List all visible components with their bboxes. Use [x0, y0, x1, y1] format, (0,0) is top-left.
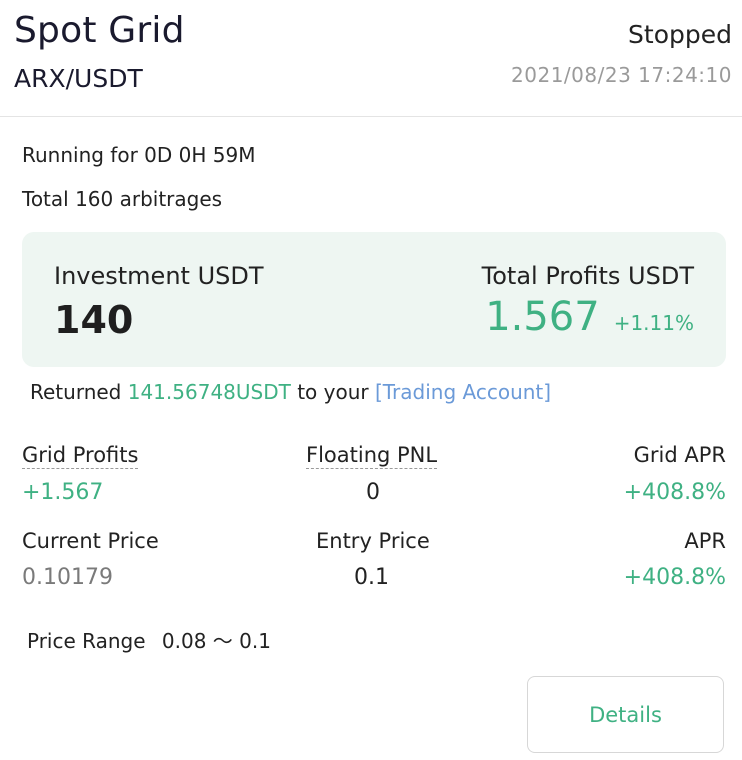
- floating-pnl-label[interactable]: Floating PNL: [306, 443, 438, 469]
- current-price-label: Current Price: [22, 529, 159, 553]
- price-range-label: Price Range: [27, 629, 146, 653]
- arbitrage-count: Total 160 arbitrages: [22, 187, 223, 211]
- status-label: Stopped: [628, 20, 732, 49]
- grid-apr-value-wrap: +408.8%: [624, 480, 726, 505]
- entry-price-value-wrap: 0.1: [354, 565, 389, 590]
- grid-profits-value-wrap: +1.567: [22, 480, 103, 505]
- timestamp: 2021/08/23 17:24:10: [511, 63, 732, 87]
- running-duration: Running for 0D 0H 59M: [22, 143, 256, 167]
- details-button-label: Details: [589, 702, 662, 727]
- floating-pnl-value: 0: [366, 480, 380, 505]
- grid-apr-value: +408.8%: [623, 480, 726, 505]
- apr-stat: APR: [684, 529, 726, 553]
- price-range-value: 0.08 ～ 0.1: [161, 629, 271, 653]
- grid-profits-value: +1.567: [22, 480, 104, 505]
- total-profits-percent: +1.11%: [613, 311, 694, 335]
- header: Spot Grid ARX/USDT Stopped 2021/08/23 17…: [0, 0, 742, 117]
- total-profits-label: Total Profits USDT: [481, 262, 694, 290]
- returned-message: Returned 141.56748USDT to your [Trading …: [30, 380, 551, 404]
- current-price-stat: Current Price: [22, 529, 159, 553]
- price-range: Price Range 0.08 ～ 0.1: [27, 625, 271, 654]
- entry-price-label: Entry Price: [316, 529, 430, 553]
- grid-apr-label: Grid APR: [633, 443, 726, 467]
- grid-apr-stat: Grid APR: [634, 443, 726, 467]
- entry-price-value: 0.1: [354, 565, 389, 590]
- summary-card: Investment USDT 140 Total Profits USDT 1…: [22, 232, 726, 367]
- apr-value-wrap: +408.8%: [624, 565, 726, 590]
- page-title: Spot Grid: [14, 10, 185, 51]
- floating-pnl-value-wrap: 0: [366, 480, 380, 505]
- returned-prefix: Returned: [30, 380, 122, 404]
- investment-label: Investment USDT: [54, 262, 264, 290]
- investment-value: 140: [54, 298, 134, 342]
- apr-label: APR: [684, 529, 726, 553]
- returned-amount: 141.56748USDT: [127, 380, 291, 404]
- trading-account-link[interactable]: [Trading Account]: [374, 380, 552, 404]
- current-price-value: 0.10179: [22, 565, 113, 590]
- floating-pnl-stat: Floating PNL: [306, 443, 438, 469]
- entry-price-stat: Entry Price: [316, 529, 430, 553]
- trading-pair: ARX/USDT: [14, 64, 143, 93]
- grid-profits-label[interactable]: Grid Profits: [22, 443, 139, 469]
- details-button[interactable]: Details: [527, 676, 724, 753]
- apr-value: +408.8%: [623, 565, 726, 590]
- current-price-value-wrap: 0.10179: [22, 565, 113, 590]
- total-profits-row: 1.567 +1.11%: [485, 294, 694, 340]
- grid-profits-stat: Grid Profits: [22, 443, 139, 469]
- total-profits-value: 1.567: [485, 294, 600, 340]
- returned-middle: to your: [297, 380, 369, 404]
